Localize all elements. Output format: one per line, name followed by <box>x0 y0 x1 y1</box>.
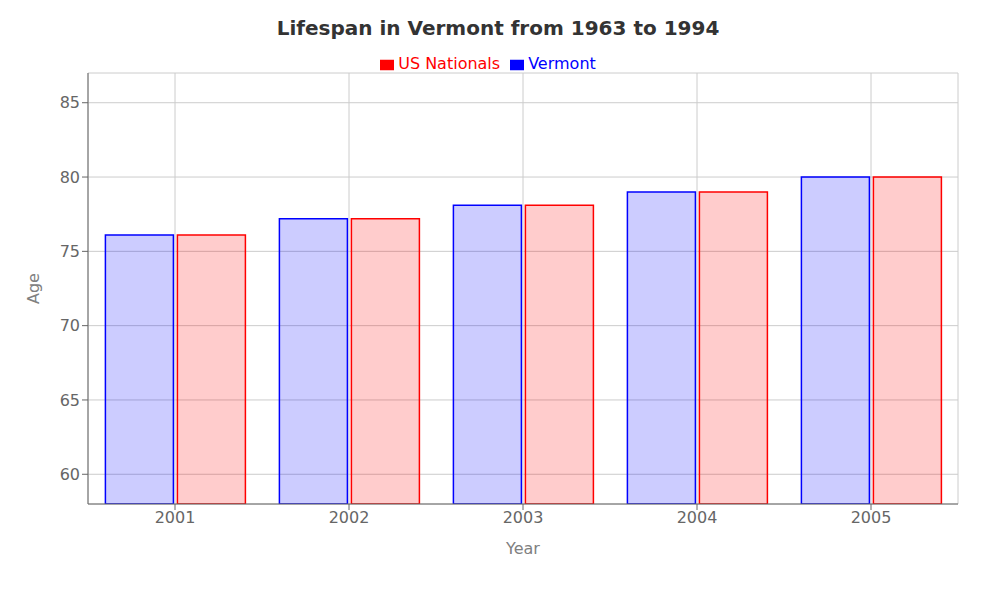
svg-text:80: 80 <box>60 168 80 187</box>
svg-text:2004: 2004 <box>677 508 718 527</box>
svg-text:2002: 2002 <box>329 508 370 527</box>
svg-text:70: 70 <box>60 316 80 335</box>
svg-text:75: 75 <box>60 242 80 261</box>
svg-text:2005: 2005 <box>851 508 892 527</box>
svg-text:65: 65 <box>60 391 80 410</box>
svg-text:Age: Age <box>24 273 43 304</box>
html-text:Vermont: Vermont <box>528 54 596 73</box>
svg-text:85: 85 <box>60 93 80 112</box>
html-text:US Nationals: US Nationals <box>398 54 501 73</box>
svg-text:Year: Year <box>505 539 540 558</box>
svg-text:2003: 2003 <box>503 508 544 527</box>
svg-text:2001: 2001 <box>155 508 196 527</box>
html-text:Lifespan in Vermont from 1963: Lifespan in Vermont from 1963 to 1994 <box>276 16 720 40</box>
svg-text:60: 60 <box>60 465 80 484</box>
